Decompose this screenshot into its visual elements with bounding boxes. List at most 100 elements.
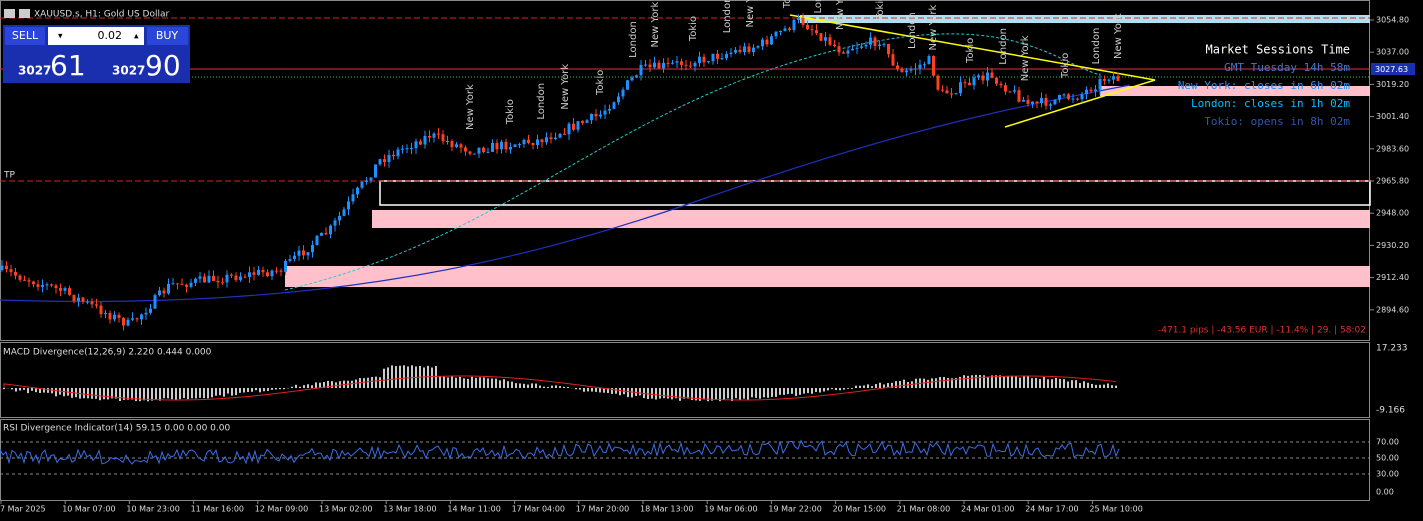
candle-body bbox=[486, 151, 490, 153]
candle-body bbox=[599, 114, 602, 117]
candle-body bbox=[72, 294, 76, 302]
session-label: Tokio bbox=[965, 38, 976, 64]
candle-body bbox=[788, 28, 791, 30]
candle-body bbox=[509, 146, 512, 150]
candle-body bbox=[189, 282, 193, 287]
candle-body bbox=[369, 177, 373, 181]
candle-body bbox=[648, 64, 652, 68]
candle-body bbox=[1071, 98, 1075, 100]
lot-up[interactable]: ▴ bbox=[134, 32, 139, 42]
session-label: New York bbox=[928, 5, 939, 51]
candle-body bbox=[630, 77, 634, 81]
sell-label[interactable]: SELL bbox=[12, 29, 39, 42]
candle-body bbox=[936, 75, 940, 90]
macd-axis-label: 17.233 bbox=[1376, 344, 1408, 354]
buy-label[interactable]: BUY bbox=[156, 29, 179, 42]
candle-body bbox=[828, 37, 832, 45]
candle-body bbox=[968, 82, 971, 86]
candle-body bbox=[693, 62, 697, 67]
candle-body bbox=[900, 68, 904, 73]
ask-big: 90 bbox=[145, 49, 181, 82]
candle-body bbox=[0, 265, 4, 270]
candle-body bbox=[504, 141, 508, 150]
candle-body bbox=[896, 65, 899, 69]
candle-body bbox=[423, 135, 427, 145]
session-label: New York bbox=[1020, 35, 1031, 81]
price-label: 2983.60 bbox=[1376, 144, 1409, 153]
candle-body bbox=[131, 318, 134, 320]
candle-body bbox=[779, 30, 782, 32]
candle-body bbox=[918, 64, 922, 69]
candle-body bbox=[455, 144, 458, 147]
candle-body bbox=[905, 70, 908, 73]
candle-body bbox=[338, 215, 341, 221]
time-label: 7 Mar 2025 bbox=[0, 505, 46, 514]
candle-body bbox=[171, 283, 175, 285]
candle-body bbox=[446, 140, 449, 142]
candle-body bbox=[801, 17, 805, 25]
lot-input[interactable] bbox=[48, 27, 144, 45]
candle-body bbox=[909, 69, 913, 71]
session-label: Tokio bbox=[782, 0, 793, 9]
time-label: 21 Mar 08:00 bbox=[897, 505, 950, 514]
candle-body bbox=[855, 47, 859, 49]
candle-body bbox=[1067, 94, 1070, 99]
candle-body bbox=[653, 62, 656, 68]
candle-body bbox=[1022, 99, 1025, 102]
candle-body bbox=[279, 270, 283, 272]
candle-body bbox=[878, 44, 881, 47]
candle-body bbox=[36, 284, 40, 287]
session-label: Tokio bbox=[875, 0, 886, 21]
candle-body bbox=[113, 314, 116, 320]
supply-zone bbox=[800, 15, 1370, 23]
candle-body bbox=[954, 93, 958, 95]
candle-body bbox=[383, 159, 386, 162]
candle-body bbox=[558, 133, 562, 138]
candle-body bbox=[1116, 76, 1120, 81]
candle-body bbox=[302, 250, 305, 256]
candle-body bbox=[999, 83, 1003, 86]
lot-value[interactable]: 0.02 bbox=[98, 29, 123, 42]
session-line: London: closes in 1h 02m bbox=[1191, 97, 1350, 110]
candle-body bbox=[500, 141, 503, 150]
candle-body bbox=[365, 180, 368, 182]
candle-body bbox=[207, 275, 211, 283]
price-label: 3001.40 bbox=[1376, 112, 1409, 121]
session-label: New York bbox=[835, 0, 846, 30]
candle-body bbox=[1062, 94, 1066, 96]
candle-body bbox=[657, 62, 661, 69]
candle-body bbox=[635, 75, 638, 78]
candle-body bbox=[770, 36, 773, 45]
candle-body bbox=[441, 134, 445, 142]
candle-body bbox=[68, 288, 71, 295]
candle-body bbox=[194, 278, 197, 283]
candle-body bbox=[77, 297, 80, 302]
candle-body bbox=[405, 148, 409, 150]
candle-body bbox=[284, 260, 287, 272]
candle-body bbox=[662, 62, 665, 69]
buy-button[interactable] bbox=[147, 27, 188, 45]
session-label: New York bbox=[1113, 13, 1124, 59]
candle-body bbox=[392, 154, 395, 157]
lot-down[interactable]: ▾ bbox=[58, 32, 63, 42]
candle-body bbox=[639, 64, 643, 76]
candle-body bbox=[621, 89, 625, 97]
sell-button[interactable] bbox=[5, 27, 45, 45]
session-label: New York bbox=[745, 0, 756, 28]
candle-body bbox=[153, 295, 157, 309]
candle-body bbox=[513, 144, 517, 147]
session-label: New York bbox=[650, 2, 661, 48]
candle-body bbox=[1049, 104, 1052, 106]
candle-body bbox=[572, 123, 575, 130]
candle-body bbox=[774, 31, 778, 37]
session-label: London bbox=[628, 21, 639, 58]
candle-body bbox=[41, 284, 44, 287]
candle-body bbox=[342, 209, 346, 216]
ma-fast bbox=[284, 33, 1101, 291]
rsi-frame bbox=[0, 419, 1370, 501]
candle-body bbox=[891, 54, 895, 66]
candle-body bbox=[14, 271, 17, 276]
candle-body bbox=[846, 50, 850, 54]
candle-body bbox=[675, 61, 679, 63]
candle-body bbox=[563, 133, 566, 135]
